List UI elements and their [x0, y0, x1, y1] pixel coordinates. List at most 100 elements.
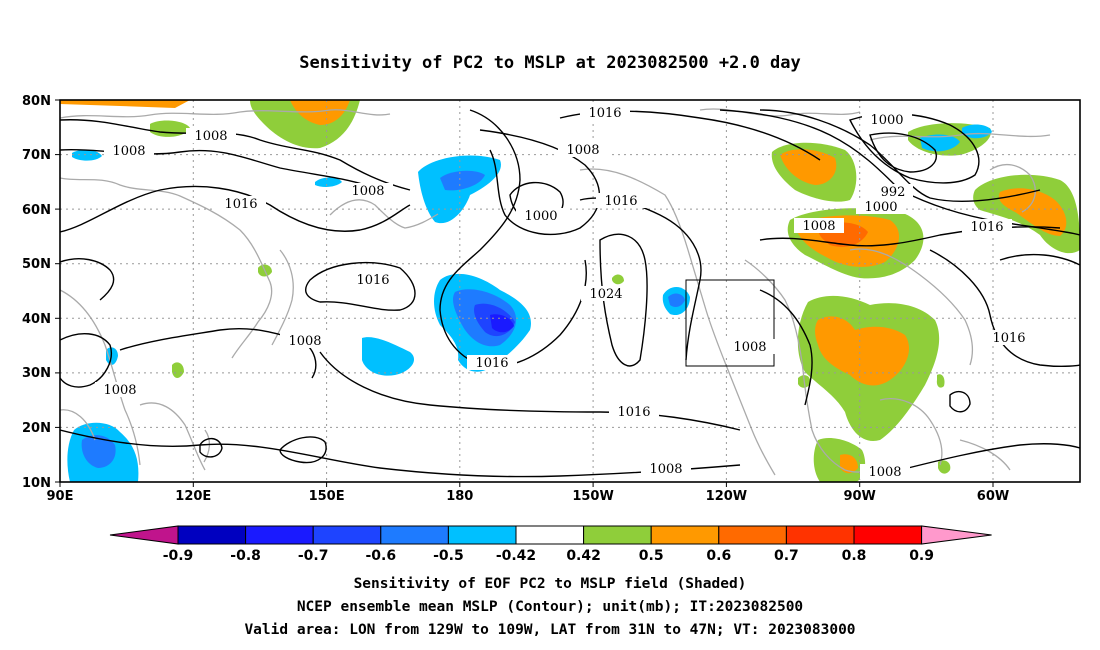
svg-text:1016: 1016 [475, 356, 508, 371]
contour-label: 1016 [580, 105, 630, 121]
coastline [989, 163, 1036, 213]
shade-region [668, 293, 685, 308]
lon-tick-label: 150W [572, 489, 613, 504]
contour-label: 1016 [609, 404, 659, 420]
colorbar-segment [785, 525, 855, 545]
contour-line [999, 253, 1080, 266]
coastline [60, 109, 391, 119]
contour-line [60, 258, 115, 301]
lat-tick-label: 70N [22, 148, 51, 163]
coastline [849, 248, 974, 366]
caption-line-1: Sensitivity of EOF PC2 to MSLP field (Sh… [354, 576, 747, 592]
contour-line [439, 109, 587, 368]
contour-label: 1024 [581, 286, 631, 302]
coastline [139, 402, 206, 471]
colorbar-high-arrow [921, 525, 992, 545]
colorbar-low-arrow [109, 525, 179, 545]
contour-line [579, 197, 702, 361]
svg-text:1024: 1024 [589, 287, 622, 302]
lat-tick-label: 30N [22, 366, 51, 381]
contour-line [929, 249, 1080, 368]
coastline [60, 289, 141, 466]
svg-text:1000: 1000 [870, 113, 903, 128]
svg-text:1000: 1000 [864, 200, 897, 215]
contour-label: 1016 [596, 193, 646, 209]
lat-tick-label: 80N [22, 94, 51, 109]
svg-text:1008: 1008 [112, 144, 145, 159]
coastline [579, 168, 776, 476]
lat-tick-label: 10N [22, 476, 51, 491]
lat-tick-label: 20N [22, 421, 51, 436]
contour-label: 1016 [962, 219, 1012, 235]
contour-line [60, 119, 411, 191]
shade-region [612, 274, 624, 285]
colorbar-segment [245, 525, 314, 545]
colorbar-segment [177, 525, 247, 545]
colorbar-segment [312, 525, 382, 545]
colorbar-label: 0.9 [909, 548, 934, 564]
contour-line [119, 327, 317, 379]
coastline [744, 259, 891, 473]
shade-region [315, 177, 342, 187]
shade-region [490, 314, 514, 333]
svg-text:1016: 1016 [617, 405, 650, 420]
contour-line [869, 132, 937, 173]
shade-region [150, 120, 190, 137]
contour-label: 1016 [984, 330, 1034, 346]
contour-line [849, 113, 980, 184]
colorbar-label: -0.9 [163, 548, 194, 564]
colorbar-segment [853, 525, 923, 545]
contour-line [479, 129, 601, 236]
lat-tick-label: 60N [22, 203, 51, 218]
shade-region [813, 438, 866, 482]
coastline [869, 132, 1051, 141]
contour-line [199, 437, 223, 458]
colorbar-segment [718, 525, 787, 545]
caption-line-3: Valid area: LON from 129W to 109W, LAT f… [244, 622, 855, 638]
lon-tick-label: 150E [309, 489, 345, 504]
contour-label: 1016 [348, 272, 398, 288]
map-frame [59, 99, 1081, 483]
shade-region [780, 149, 837, 185]
sensitivity-shading [60, 100, 1080, 482]
shade-region [840, 454, 858, 474]
lon-tick-label: 120W [706, 489, 747, 504]
latitude-axis: 80N 70N 60N 50N 40N 30N 20N 10N [22, 94, 60, 491]
contour-line [899, 443, 1080, 471]
colorbar-label: -0.8 [230, 548, 261, 564]
mslp-contours [60, 109, 1080, 478]
contour-label-group: 1008 1008 1008 1016 1016 1008 1000 1016 … [95, 105, 1034, 480]
lon-tick-label: 120E [175, 489, 211, 504]
contour-label: 1008 [280, 333, 330, 349]
shade-region [81, 435, 116, 468]
shade-region [936, 374, 945, 388]
coastline [879, 398, 943, 466]
coastlines [60, 108, 1051, 476]
lon-tick-label: 90W [843, 489, 875, 504]
svg-text:1016: 1016 [588, 106, 621, 121]
contour-label: 1008 [343, 183, 393, 199]
shade-region [72, 149, 102, 161]
svg-text:1008: 1008 [733, 340, 766, 355]
contour-label: 1008 [95, 382, 145, 398]
colorbar-segment [650, 525, 720, 545]
contour-label: 992 [873, 184, 913, 200]
lat-tick-label: 50N [22, 257, 51, 272]
shade-region [362, 337, 415, 376]
svg-text:1008: 1008 [649, 462, 682, 477]
contour-line [60, 429, 741, 478]
lon-tick-label: 90E [47, 489, 74, 504]
shade-region [60, 100, 190, 108]
colorbar-label: 0.8 [842, 548, 867, 564]
colorbar-label: -0.42 [496, 548, 536, 564]
shade-region [962, 124, 992, 139]
contour-label: 1016 [467, 355, 517, 371]
colorbar-label: -0.6 [365, 548, 396, 564]
coastline [60, 177, 273, 359]
contour-line [759, 289, 813, 406]
colorbar-label: 0.5 [639, 548, 664, 564]
shade-region [815, 316, 910, 386]
lon-tick-label: 180 [446, 489, 473, 504]
colorbar-label: -0.7 [298, 548, 329, 564]
lon-tick-label: 60W [977, 489, 1009, 504]
